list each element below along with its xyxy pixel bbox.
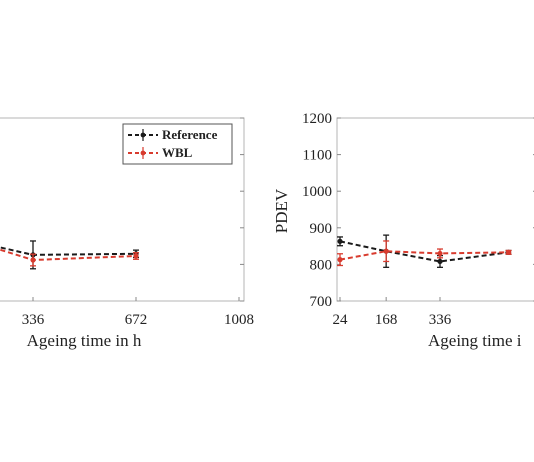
data-point-wbl [30, 257, 36, 263]
data-point-wbl [383, 248, 389, 254]
legend-reference-marker [140, 132, 146, 138]
right-plot-frame [336, 117, 534, 302]
x-tick-label: 336 [22, 312, 45, 328]
x-tick-label: 1008 [224, 312, 254, 328]
right-series [337, 234, 512, 268]
data-point-reference [337, 238, 343, 244]
left-plot-frame [0, 117, 245, 302]
series-wbl [337, 240, 512, 267]
legend-reference-label: Reference [162, 127, 218, 142]
right-y-axis-label: PDEV [272, 188, 291, 233]
y-tick-label: 900 [310, 221, 333, 237]
data-point-wbl [133, 253, 139, 259]
right-x-ticks [339, 297, 441, 301]
legend: Reference WBL [122, 123, 233, 165]
right-y-ticks [337, 117, 534, 302]
data-point-wbl [505, 249, 512, 255]
left-x-axis-label: Ageing time in h [27, 331, 142, 350]
series-reference [337, 234, 512, 268]
left-y-ticks [240, 117, 244, 302]
series-line-reference [339, 240, 509, 263]
series-reference [0, 240, 139, 270]
legend-wbl-marker [140, 150, 146, 156]
x-tick-label: 672 [125, 312, 148, 328]
x-tick-label: 336 [429, 312, 452, 328]
y-tick-label: 1200 [302, 111, 332, 127]
legend-entry-reference: Reference [128, 127, 218, 142]
legend-box [122, 123, 233, 165]
legend-entry-wbl: WBL [128, 145, 193, 160]
left-chart: 336 672 1008 Ageing time in h Reference WB… [0, 117, 254, 350]
left-x-ticks [32, 297, 240, 301]
right-x-axis-label: Ageing time i [428, 331, 522, 350]
left-series [0, 240, 139, 270]
right-x-tick-labels: 24 168 336 [333, 312, 452, 328]
x-tick-label: 24 [333, 312, 349, 328]
series-line-wbl [0, 248, 137, 262]
left-x-tick-labels: 336 672 1008 [22, 312, 254, 328]
right-chart: 700 800 900 1000 1100 1200 24 168 336 PDEV Agei… [272, 111, 534, 350]
series-line-reference [0, 246, 137, 256]
data-point-reference [437, 258, 443, 265]
series-line-wbl [339, 250, 509, 261]
right-y-tick-labels: 700 800 900 1000 1100 1200 [302, 111, 332, 310]
data-point-wbl [337, 257, 343, 263]
y-tick-label: 800 [310, 257, 333, 273]
data-point-wbl [437, 250, 443, 257]
x-tick-label: 168 [375, 312, 398, 328]
series-wbl [0, 248, 139, 267]
y-tick-label: 700 [310, 294, 333, 310]
y-tick-label: 1100 [303, 148, 332, 164]
y-tick-label: 1000 [302, 184, 332, 200]
legend-wbl-label: WBL [162, 145, 193, 160]
